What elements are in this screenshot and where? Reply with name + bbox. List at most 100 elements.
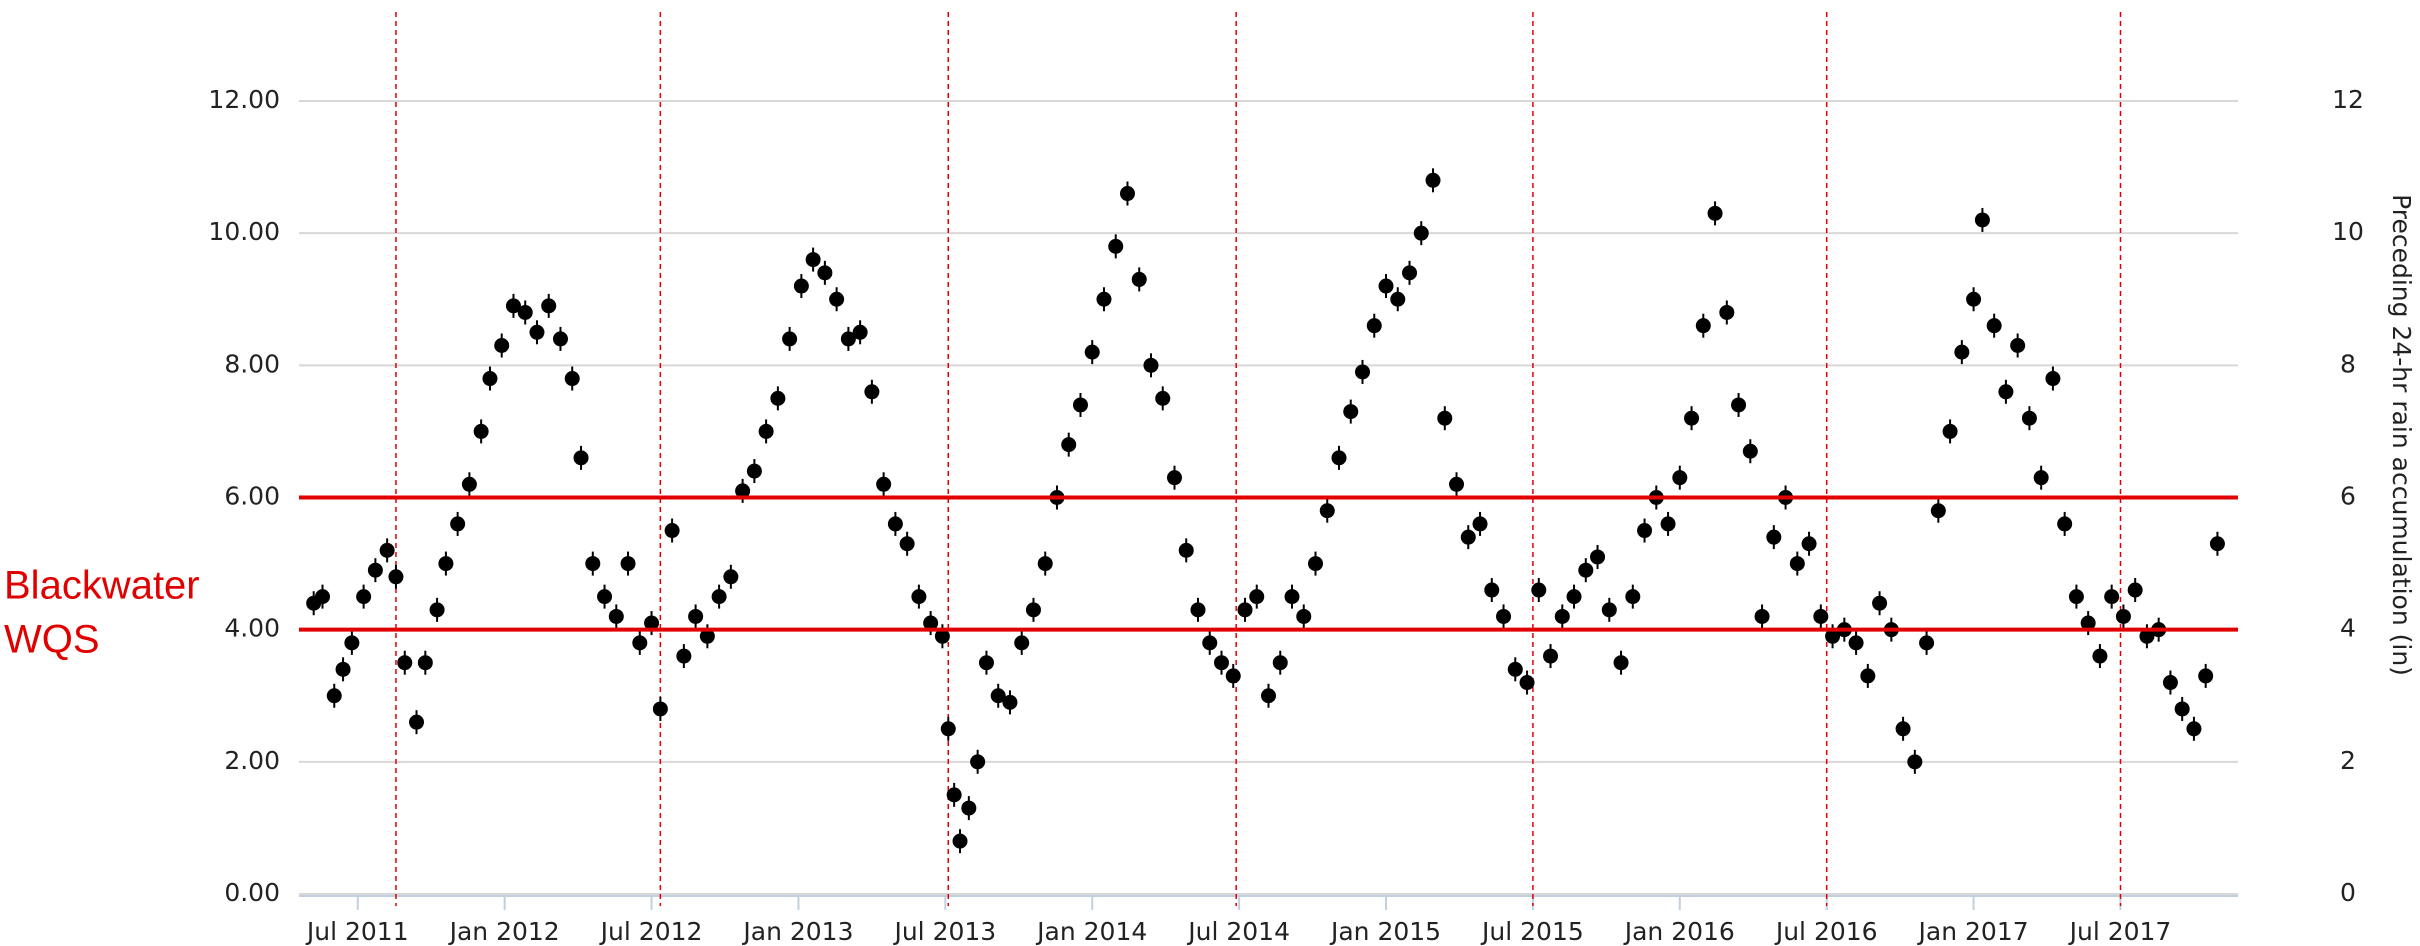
point bbox=[1202, 635, 1218, 651]
point bbox=[1437, 410, 1453, 426]
x-tick-label: Jan 2012 bbox=[448, 917, 560, 946]
point bbox=[1974, 212, 1990, 228]
point bbox=[1543, 648, 1559, 664]
point bbox=[1143, 357, 1159, 373]
point bbox=[438, 556, 454, 572]
point bbox=[1707, 205, 1723, 221]
point bbox=[1190, 602, 1206, 618]
point bbox=[344, 635, 360, 651]
point bbox=[450, 516, 466, 532]
point bbox=[1131, 271, 1147, 287]
point bbox=[1895, 721, 1911, 737]
point bbox=[1519, 675, 1535, 691]
point bbox=[1002, 694, 1018, 710]
point bbox=[529, 324, 545, 340]
y2-tick-label: 10 bbox=[2332, 217, 2364, 246]
point bbox=[1213, 655, 1229, 671]
y-tick-label: 0.00 bbox=[224, 878, 280, 907]
x-tick-label: Jul 2016 bbox=[1774, 917, 1878, 946]
point bbox=[632, 635, 648, 651]
point bbox=[946, 787, 962, 803]
point bbox=[829, 291, 845, 307]
point bbox=[2127, 582, 2143, 598]
point bbox=[723, 569, 739, 585]
point bbox=[1343, 404, 1359, 420]
y2-tick-label: 0 bbox=[2340, 878, 2356, 907]
point bbox=[940, 721, 956, 737]
point bbox=[1731, 397, 1747, 413]
point bbox=[1872, 595, 1888, 611]
point bbox=[1930, 503, 1946, 519]
annotation: WQS bbox=[4, 618, 100, 662]
point bbox=[1590, 549, 1606, 565]
point bbox=[1272, 655, 1288, 671]
y2-tick-label: 12 bbox=[2332, 85, 2364, 114]
y2-tick-label: 2 bbox=[2340, 746, 2356, 775]
x-tick-label: Jul 2012 bbox=[599, 917, 703, 946]
point bbox=[1566, 589, 1582, 605]
point bbox=[1719, 304, 1735, 320]
point bbox=[1625, 589, 1641, 605]
point bbox=[585, 556, 601, 572]
point bbox=[1496, 608, 1512, 624]
point bbox=[1554, 608, 1570, 624]
point bbox=[864, 384, 880, 400]
point bbox=[388, 569, 404, 585]
point bbox=[2186, 721, 2202, 737]
point bbox=[1296, 608, 1312, 624]
point bbox=[978, 655, 994, 671]
point bbox=[1578, 562, 1594, 578]
point bbox=[1907, 754, 1923, 770]
point bbox=[2174, 701, 2190, 717]
point bbox=[417, 655, 433, 671]
point bbox=[620, 556, 636, 572]
point bbox=[608, 608, 624, 624]
point bbox=[1014, 635, 1030, 651]
point bbox=[711, 589, 727, 605]
x-tick-label: Jan 2013 bbox=[741, 917, 853, 946]
point bbox=[597, 589, 613, 605]
point bbox=[397, 655, 413, 671]
point bbox=[688, 608, 704, 624]
point bbox=[1237, 602, 1253, 618]
point bbox=[1813, 608, 1829, 624]
x-tick-label: Jan 2015 bbox=[1329, 917, 1441, 946]
y-tick-label: 8.00 bbox=[224, 349, 280, 378]
point bbox=[1825, 628, 1841, 644]
point bbox=[923, 615, 939, 631]
point bbox=[429, 602, 445, 618]
point bbox=[1390, 291, 1406, 307]
point bbox=[1331, 450, 1347, 466]
y-tick-label: 2.00 bbox=[224, 746, 280, 775]
point bbox=[1848, 635, 1864, 651]
point bbox=[1684, 410, 1700, 426]
point bbox=[505, 298, 521, 314]
point bbox=[2198, 668, 2214, 684]
point bbox=[2057, 516, 2073, 532]
point bbox=[1319, 503, 1335, 519]
point bbox=[770, 390, 786, 406]
y-tick-label: 6.00 bbox=[224, 482, 280, 511]
y-tick-label: 10.00 bbox=[208, 217, 280, 246]
point bbox=[1119, 186, 1135, 202]
point bbox=[970, 754, 986, 770]
point bbox=[2139, 628, 2155, 644]
point bbox=[1072, 397, 1088, 413]
point bbox=[2080, 615, 2096, 631]
point bbox=[409, 714, 425, 730]
point bbox=[473, 423, 489, 439]
point bbox=[1225, 668, 1241, 684]
point bbox=[1178, 542, 1194, 558]
point bbox=[1789, 556, 1805, 572]
point bbox=[1378, 278, 1394, 294]
point bbox=[1425, 172, 1441, 188]
point bbox=[315, 589, 331, 605]
x-tick-label: Jul 2015 bbox=[1480, 917, 1584, 946]
point bbox=[2115, 608, 2131, 624]
point bbox=[1402, 265, 1418, 281]
point bbox=[934, 628, 950, 644]
y2-tick-label: 4 bbox=[2340, 614, 2356, 643]
point bbox=[2021, 410, 2037, 426]
point bbox=[699, 628, 715, 644]
point bbox=[1742, 443, 1758, 459]
